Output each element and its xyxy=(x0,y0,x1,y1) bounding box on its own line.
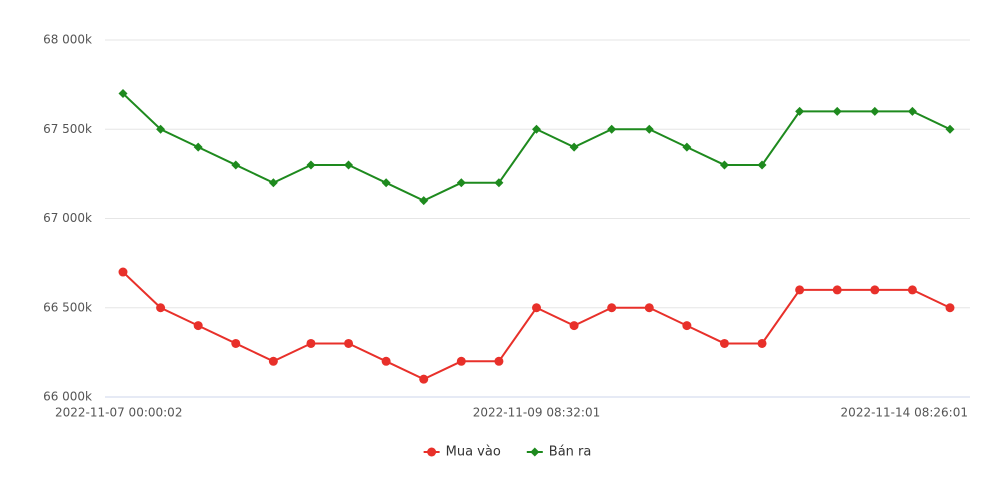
data-point xyxy=(532,124,541,134)
legend-item: Bán ra xyxy=(526,445,592,460)
data-point xyxy=(644,124,654,134)
y-tick-label: 66 500k xyxy=(43,300,92,314)
data-point xyxy=(156,303,166,313)
data-point xyxy=(607,303,617,313)
legend-item: Mua vào xyxy=(423,445,501,460)
data-point xyxy=(607,124,617,134)
data-point xyxy=(644,303,654,313)
data-point xyxy=(719,160,729,170)
x-tick-label: 2022-11-07 00:00:02 xyxy=(55,406,182,420)
data-point xyxy=(757,160,767,170)
x-tick-label: 2022-11-14 08:26:01 xyxy=(841,406,968,420)
data-point xyxy=(193,321,203,331)
data-point xyxy=(870,285,880,295)
data-point xyxy=(494,356,504,366)
data-point xyxy=(719,338,729,348)
data-point xyxy=(832,106,842,116)
data-point xyxy=(231,160,241,170)
data-point xyxy=(870,106,880,116)
data-point xyxy=(682,321,692,331)
data-point xyxy=(532,303,541,313)
data-point xyxy=(682,142,692,152)
marker xyxy=(427,447,437,457)
data-point xyxy=(945,303,955,313)
data-point xyxy=(306,338,316,348)
data-point xyxy=(344,160,354,170)
data-point xyxy=(193,142,203,152)
data-point xyxy=(419,374,429,384)
data-point xyxy=(795,106,805,116)
x-tick-label: 2022-11-09 08:32:01 xyxy=(473,406,600,420)
data-point xyxy=(757,338,767,348)
data-point xyxy=(118,267,128,277)
data-point xyxy=(569,321,579,331)
data-point xyxy=(832,285,842,295)
legend: Mua vào Bán ra xyxy=(423,445,592,460)
data-point xyxy=(381,178,391,188)
y-tick-label: 67 000k xyxy=(43,211,92,225)
data-point xyxy=(419,196,429,206)
data-point xyxy=(456,356,466,366)
data-point xyxy=(231,338,241,348)
data-point xyxy=(945,124,955,134)
data-point xyxy=(268,356,278,366)
marker xyxy=(530,447,540,457)
data-point xyxy=(268,178,278,188)
data-point xyxy=(306,160,316,170)
series-line xyxy=(122,271,951,381)
y-tick-label: 66 000k xyxy=(43,390,92,404)
legend-label: Mua vào xyxy=(446,445,501,460)
data-point xyxy=(118,89,128,99)
data-point xyxy=(381,356,391,366)
y-tick-label: 67 500k xyxy=(43,122,92,136)
data-point xyxy=(456,178,466,188)
data-point xyxy=(494,178,504,188)
y-tick-label: 68 000k xyxy=(43,33,92,47)
data-point xyxy=(344,338,354,348)
data-point xyxy=(156,124,166,134)
data-point xyxy=(907,106,917,116)
data-point xyxy=(907,285,917,295)
series-line xyxy=(122,92,951,202)
data-point xyxy=(795,285,805,295)
legend-label: Bán ra xyxy=(549,445,592,460)
data-point xyxy=(569,142,579,152)
